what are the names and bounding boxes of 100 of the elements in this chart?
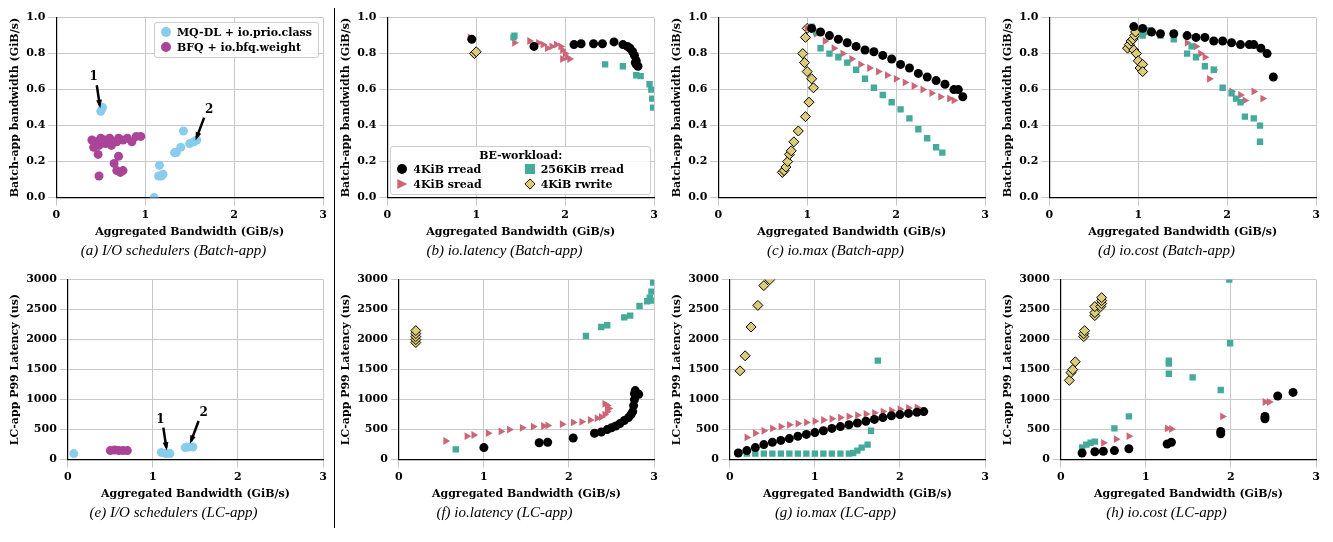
x-tick-label: 2 <box>561 208 569 222</box>
y-tick-label: 0.4 <box>1019 118 1039 132</box>
x-tick-label: 1 <box>1142 470 1150 484</box>
x-tick-label: 0 <box>63 470 72 484</box>
x-tick-label: 3 <box>981 208 989 222</box>
legend-label: 256KiB rread <box>540 161 624 177</box>
y-tick-label: 0 <box>1042 452 1051 466</box>
y-tick-label: 0.2 <box>26 154 46 168</box>
x-axis-title: Aggregated Bandwidth (GiB/s) <box>756 225 947 239</box>
text: (h) io.cost (LC-app) <box>1105 504 1228 521</box>
legend-label: 4KiB sread <box>413 176 482 192</box>
legend-title: BE-workload: <box>478 148 564 162</box>
x-axis-title: Aggregated Bandwidth (GiB/s) <box>430 487 621 501</box>
x-tick-label: 1 <box>141 208 150 222</box>
y-axis-title: LC-app P99 Latency (us) <box>8 293 22 446</box>
y-tick-label: 2500 <box>1019 302 1051 316</box>
x-tick-label: 1 <box>472 208 481 222</box>
x-tick-label: 2 <box>565 470 573 484</box>
legend-label: 4KiB rwrite <box>540 176 613 192</box>
y-axis-title: LC-app P99 Latency (us) <box>1001 293 1015 446</box>
legend-label: MQ-DL + io.prio.class <box>176 24 312 40</box>
y-tick-label: 2000 <box>1019 332 1051 346</box>
y-tick-label: 0.4 <box>688 118 708 132</box>
y-tick-label: 0.8 <box>357 46 377 60</box>
x-tick-label: 0 <box>725 470 734 484</box>
x-tick-label: 3 <box>1312 470 1320 484</box>
y-tick-label: 1.0 <box>357 10 377 24</box>
x-tick-label: 2 <box>234 470 242 484</box>
y-tick-label: 0.6 <box>357 82 377 96</box>
y-tick-label: 2500 <box>26 302 58 316</box>
y-axis-title: LC-app P99 Latency (us) <box>339 293 353 446</box>
x-tick-label: 2 <box>896 470 904 484</box>
y-tick-label: 0 <box>380 452 389 466</box>
annotation: 2 <box>204 101 214 116</box>
text: (c) io.max (Batch-app) <box>766 242 905 259</box>
x-tick-label: 1 <box>149 470 157 484</box>
text: (a) I/O schedulers (Batch-app) <box>79 242 268 259</box>
legend-label: BFQ + io.bfq.weight <box>176 39 302 55</box>
y-tick-label: 500 <box>1026 422 1051 436</box>
x-tick-label: 1 <box>811 470 819 484</box>
annotation: 1 <box>89 69 98 84</box>
x-tick-label: 3 <box>650 208 658 222</box>
y-tick-label: 0.2 <box>688 154 708 168</box>
x-axis-title: Aggregated Bandwidth (GiB/s) <box>1092 487 1283 501</box>
y-tick-label: 0.8 <box>688 46 708 60</box>
y-tick-label: 500 <box>33 422 58 436</box>
y-tick-label: 0.0 <box>688 190 708 204</box>
y-tick-label: 2500 <box>357 302 389 316</box>
x-tick-label: 0 <box>1056 470 1065 484</box>
y-tick-label: 0.6 <box>1019 82 1039 96</box>
x-tick-label: 2 <box>892 208 900 222</box>
x-axis-title: Aggregated Bandwidth (GiB/s) <box>761 487 952 501</box>
x-axis-title: Aggregated Bandwidth (GiB/s) <box>1087 225 1278 239</box>
y-tick-label: 3000 <box>26 272 58 286</box>
y-tick-label: 1.0 <box>688 10 708 24</box>
x-tick-label: 0 <box>394 470 403 484</box>
legend-label: 4KiB rread <box>413 161 482 177</box>
y-tick-label: 1500 <box>26 362 58 376</box>
y-tick-label: 1000 <box>357 392 389 406</box>
y-tick-label: 1000 <box>688 392 720 406</box>
y-tick-label: 2000 <box>357 332 389 346</box>
y-axis-title: Batch-app bandwidth (GiB/s) <box>1001 17 1015 198</box>
x-tick-label: 3 <box>1312 208 1320 222</box>
x-tick-label: 1 <box>1134 208 1143 222</box>
y-tick-label: 0.8 <box>26 46 46 60</box>
x-tick-label: 2 <box>230 208 238 222</box>
y-tick-label: 0.0 <box>26 190 46 204</box>
y-tick-label: 0.6 <box>688 82 708 96</box>
y-tick-label: 3000 <box>688 272 720 286</box>
y-axis-title: Batch-app bandwidth (GiB/s) <box>339 17 353 198</box>
y-tick-label: 500 <box>695 422 720 436</box>
x-axis-title: Aggregated Bandwidth (GiB/s) <box>94 225 285 239</box>
y-tick-label: 1.0 <box>26 10 46 24</box>
text: (e) I/O schedulers (LC-app) <box>88 504 259 521</box>
y-tick-label: 0.4 <box>357 118 377 132</box>
y-tick-label: 1000 <box>26 392 58 406</box>
y-tick-label: 0.2 <box>357 154 377 168</box>
y-tick-label: 1.0 <box>1019 10 1039 24</box>
text: (f) io.latency (LC-app) <box>435 504 574 521</box>
y-tick-label: 2000 <box>26 332 58 346</box>
annotation: 1 <box>156 411 165 426</box>
y-tick-label: 1500 <box>1019 362 1051 376</box>
text: (b) io.latency (Batch-app) <box>425 242 584 259</box>
y-axis-title: Batch-app bandwidth (GiB/s) <box>8 17 22 198</box>
y-tick-label: 0.4 <box>26 118 46 132</box>
y-tick-label: 0.2 <box>1019 154 1039 168</box>
y-tick-label: 1500 <box>357 362 389 376</box>
x-tick-label: 2 <box>1227 470 1235 484</box>
annotation: 2 <box>199 405 208 420</box>
text: (g) io.max (LC-app) <box>773 504 898 521</box>
y-tick-label: 3000 <box>1019 272 1051 286</box>
x-tick-label: 3 <box>650 470 658 484</box>
y-tick-label: 1000 <box>1019 392 1051 406</box>
y-tick-label: 500 <box>364 422 389 436</box>
y-axis-title: Batch-app bandwidth (GiB/s) <box>670 17 684 198</box>
y-tick-label: 0.0 <box>357 190 377 204</box>
x-axis-title: Aggregated Bandwidth (GiB/s) <box>425 225 616 239</box>
x-tick-label: 3 <box>319 470 327 484</box>
x-tick-label: 2 <box>1223 208 1231 222</box>
y-tick-label: 2500 <box>688 302 720 316</box>
